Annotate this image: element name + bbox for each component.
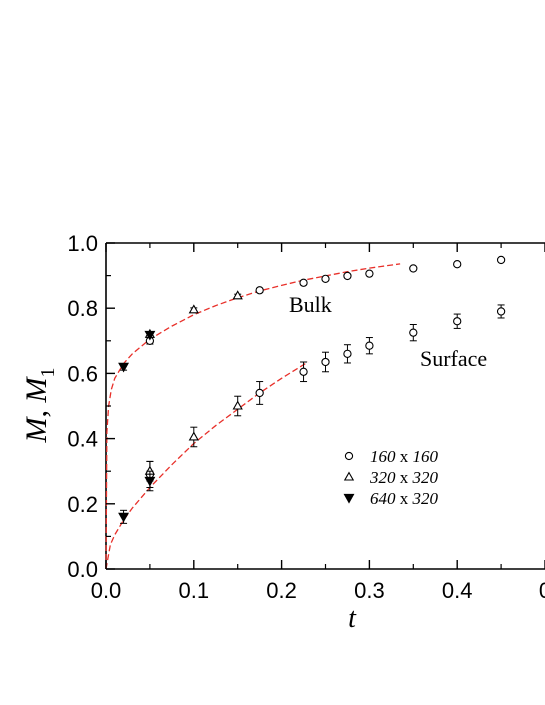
data-point-triangle-down-filled xyxy=(118,512,130,523)
data-point-circle-open xyxy=(255,388,264,398)
annotation-bulk: Bulk xyxy=(289,292,332,317)
data-point-circle-open xyxy=(365,269,374,278)
data-point-circle-open xyxy=(255,286,264,295)
data-point-circle-open xyxy=(321,274,330,284)
x-tick-label: 0.0 xyxy=(91,578,122,603)
surface-fit-curve xyxy=(105,361,309,570)
y-tick-label: 0.4 xyxy=(67,427,98,452)
data-point-triangle-open xyxy=(188,431,199,441)
data-point-circle-open xyxy=(343,271,352,281)
data-point-triangle-down-filled xyxy=(144,330,156,341)
data-point-triangle-down-filled xyxy=(118,362,130,373)
data-point-circle-open xyxy=(496,307,506,316)
axis-ticks: 0.0 0.1 0.2 0.3 0.4 0 0.0 0.2 0.4 0.6 0.8 1.0 xyxy=(67,231,545,603)
data-point-circle-open xyxy=(365,341,374,350)
data-point-circle-open xyxy=(453,260,462,269)
legend-label-320: 320 x 320 xyxy=(369,468,439,487)
annotation-surface: Surface xyxy=(420,346,487,371)
data-point-circle-open xyxy=(343,349,352,358)
x-tick-label: 0.1 xyxy=(179,578,210,603)
data-point-triangle-down-filled xyxy=(144,476,156,487)
legend-label-160: 160 x 160 xyxy=(370,447,439,466)
data-point-circle-open xyxy=(299,278,308,287)
legend-marker-triangle-down-filled xyxy=(343,493,355,504)
legend-marker-triangle-open xyxy=(343,471,355,481)
bulk-fit-curve xyxy=(105,263,401,570)
y-axis-title-subscript: 1 xyxy=(37,368,59,378)
y-axis-title-m: M xyxy=(20,416,53,444)
data-point-triangle-open xyxy=(232,400,243,410)
y-tick-label: 0.6 xyxy=(67,361,98,386)
x-axis-title: t xyxy=(348,603,357,634)
data-point-circle-open xyxy=(453,317,462,326)
x-tick-label: 0.3 xyxy=(354,578,385,603)
legend-label-640: 640 x 320 xyxy=(370,489,439,508)
legend-marker-circle-open xyxy=(344,451,354,461)
data-point-circle-open xyxy=(299,367,308,376)
data-point-circle-open xyxy=(496,255,506,265)
data-point-triangle-open xyxy=(232,290,243,300)
data-point-circle-open xyxy=(409,328,418,337)
x-tick-label: 0.4 xyxy=(442,578,473,603)
data-points xyxy=(118,255,506,524)
y-tick-label: 0.2 xyxy=(67,492,98,517)
data-point-circle-open xyxy=(409,264,418,273)
y-axis-title-m1: M xyxy=(20,376,53,404)
legend: 160 x 160 320 x 320 640 x 320 xyxy=(343,447,439,508)
data-point-triangle-open xyxy=(188,304,199,314)
y-tick-label: 1.0 xyxy=(67,231,98,256)
data-point-circle-open xyxy=(321,357,330,367)
y-tick-label: 0.8 xyxy=(67,296,98,321)
x-tick-label: 0.2 xyxy=(266,578,297,603)
y-tick-label: 0.0 xyxy=(67,557,98,582)
x-tick-label: 0 xyxy=(539,578,545,603)
y-axis-title-sep: , xyxy=(20,403,53,418)
y-axis-title: M, M1 xyxy=(20,368,59,444)
fit-curves xyxy=(105,263,401,570)
